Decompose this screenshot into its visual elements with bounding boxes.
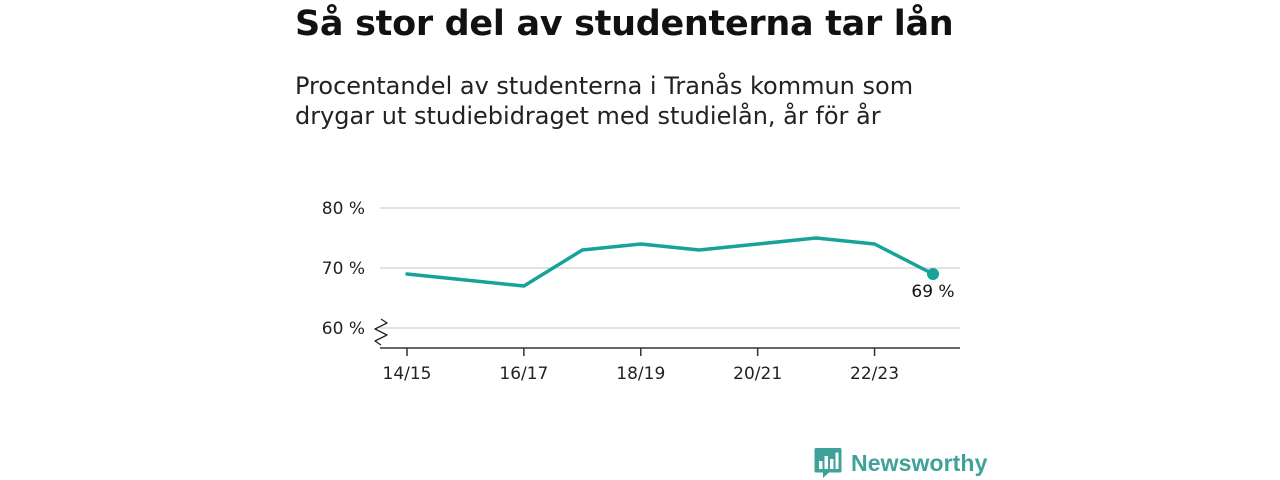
chart-subtitle: Procentandel av studenterna i Tranås kom… [295,72,914,130]
end-value-label: 69 % [911,282,954,302]
data-series [405,236,939,288]
y-tick-label: 60 % [322,319,365,339]
x-tick-label: 22/23 [850,364,899,384]
chart-title: Så stor del av studenterna tar lån [295,4,954,44]
series-line [405,236,935,288]
y-tick-labels: 60 % 70 % 80 % [322,199,365,339]
axis-break-zigzag [374,318,388,346]
x-axis: 14/15 16/17 18/19 20/21 22/23 [380,347,960,384]
newsworthy-brand: Newsworthy [814,446,987,480]
y-gridlines [380,207,960,329]
y-tick-label: 80 % [322,199,365,219]
brand-name: Newsworthy [851,449,988,476]
end-point-marker [927,268,939,280]
x-tick-label: 14/15 [383,364,432,384]
data-labels: 69 % [911,282,954,302]
y-tick-label: 70 % [322,259,365,279]
x-tick-label: 20/21 [733,364,782,384]
x-tick-label: 18/19 [616,364,665,384]
axis-break-icon [374,318,388,346]
newsworthy-logo-icon [814,448,842,478]
x-tick-label: 16/17 [499,364,548,384]
